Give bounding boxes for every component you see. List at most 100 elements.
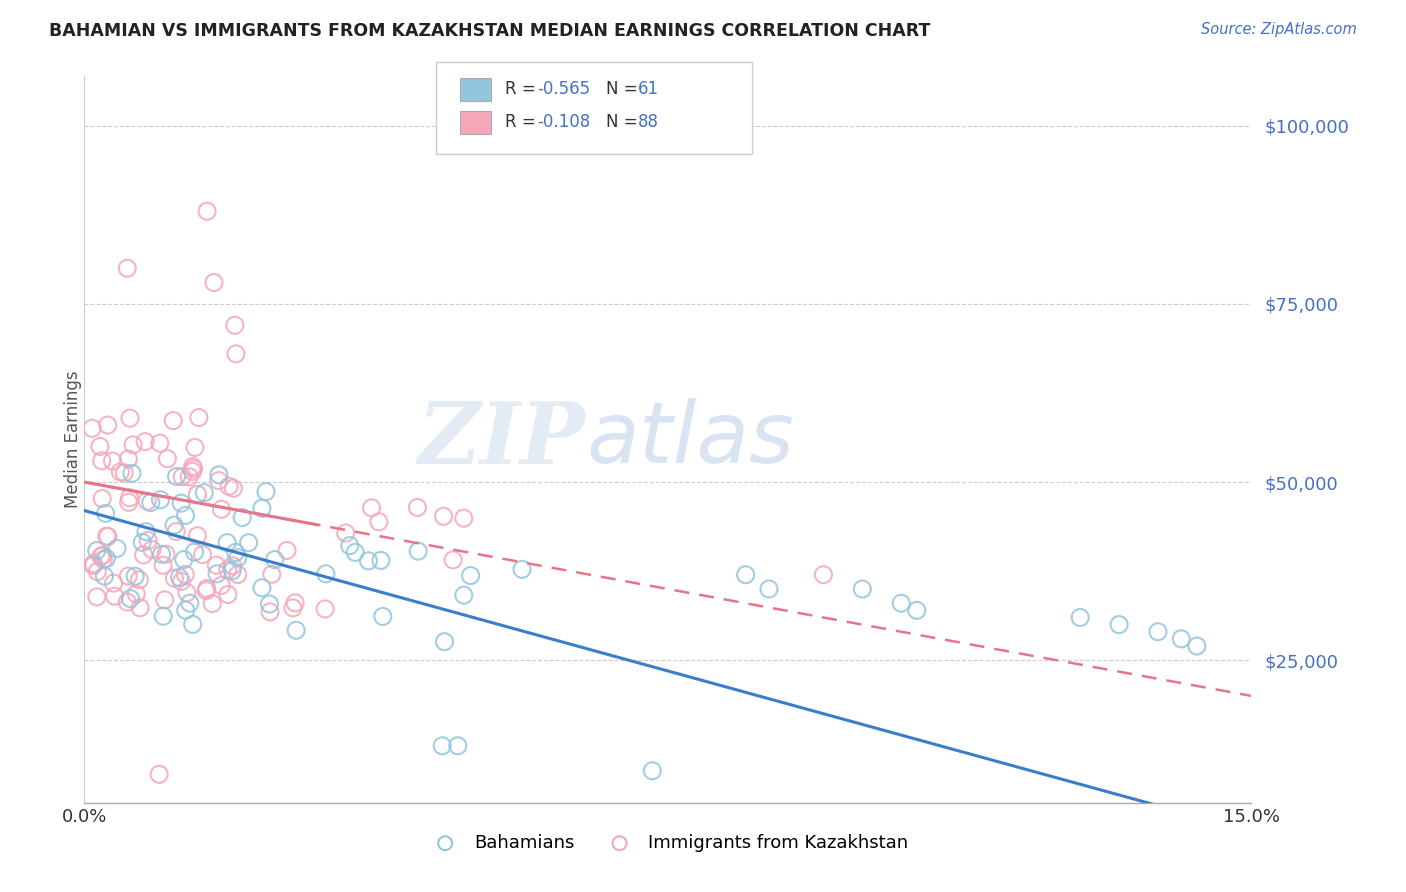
Point xyxy=(91,552,114,566)
Point xyxy=(368,515,391,529)
Point xyxy=(181,464,204,478)
Point xyxy=(339,539,361,553)
Point xyxy=(149,492,172,507)
Text: R =: R = xyxy=(505,113,541,131)
Point xyxy=(195,204,218,219)
Point xyxy=(86,565,108,579)
Point xyxy=(259,605,281,619)
Point xyxy=(172,470,194,484)
Point xyxy=(135,524,157,539)
Point xyxy=(117,261,139,276)
Point xyxy=(276,543,298,558)
Point xyxy=(250,501,273,516)
Point xyxy=(344,545,367,559)
Point xyxy=(82,421,104,435)
Point xyxy=(149,436,172,450)
Point xyxy=(156,451,179,466)
Point xyxy=(195,583,218,598)
Point xyxy=(91,491,114,506)
Point xyxy=(129,600,152,615)
Point xyxy=(148,767,170,781)
Point xyxy=(101,454,124,468)
Point xyxy=(94,507,117,521)
Point xyxy=(281,600,304,615)
Point xyxy=(152,609,174,624)
Point xyxy=(139,495,162,509)
Point xyxy=(1108,617,1130,632)
Point xyxy=(152,558,174,573)
Point xyxy=(122,438,145,452)
Point xyxy=(103,576,125,591)
Point xyxy=(432,509,454,524)
Point xyxy=(335,526,357,541)
Point xyxy=(510,562,533,576)
Point xyxy=(195,582,218,596)
Point xyxy=(225,347,247,361)
Point xyxy=(224,318,246,333)
Point xyxy=(90,454,112,468)
Point xyxy=(128,573,150,587)
Point xyxy=(117,595,139,609)
Point xyxy=(90,549,112,564)
Point xyxy=(371,609,394,624)
Point xyxy=(162,414,184,428)
Point xyxy=(82,558,104,573)
Point xyxy=(186,529,208,543)
Point xyxy=(357,554,380,568)
Point xyxy=(211,502,233,516)
Point xyxy=(360,500,382,515)
Point xyxy=(91,548,114,562)
Point xyxy=(170,574,193,589)
Point xyxy=(758,582,780,596)
Point xyxy=(905,603,928,617)
Point xyxy=(217,587,239,601)
Point xyxy=(260,567,283,582)
Point xyxy=(179,470,201,484)
Point xyxy=(217,535,239,549)
Point xyxy=(97,418,120,433)
Point xyxy=(141,542,163,557)
Point xyxy=(176,586,198,600)
Point xyxy=(193,485,215,500)
Point xyxy=(217,563,239,577)
Point xyxy=(460,568,482,582)
Point xyxy=(1170,632,1192,646)
Y-axis label: Median Earnings: Median Earnings xyxy=(65,370,82,508)
Point xyxy=(120,591,142,606)
Point xyxy=(186,487,208,501)
Point xyxy=(136,533,159,548)
Point xyxy=(222,481,245,495)
Point xyxy=(205,566,228,581)
Point xyxy=(221,558,243,573)
Point xyxy=(441,553,464,567)
Point xyxy=(259,597,281,611)
Point xyxy=(163,518,186,533)
Point xyxy=(208,467,231,482)
Point xyxy=(155,547,177,561)
Point xyxy=(231,510,253,524)
Point xyxy=(254,484,277,499)
Point xyxy=(174,603,197,617)
Point xyxy=(150,547,173,561)
Point xyxy=(1185,639,1208,653)
Text: -0.108: -0.108 xyxy=(537,113,591,131)
Point xyxy=(173,552,195,566)
Point xyxy=(221,564,243,578)
Point xyxy=(134,434,156,449)
Point xyxy=(1201,817,1223,831)
Point xyxy=(131,535,153,549)
Point xyxy=(218,479,240,493)
Point xyxy=(314,602,336,616)
Point xyxy=(205,558,228,573)
Point xyxy=(174,508,197,523)
Point xyxy=(191,548,214,562)
Point xyxy=(453,588,475,602)
Point xyxy=(103,589,125,603)
Point xyxy=(96,529,118,543)
Point xyxy=(453,511,475,525)
Point xyxy=(433,634,456,648)
Text: BAHAMIAN VS IMMIGRANTS FROM KAZAKHSTAN MEDIAN EARNINGS CORRELATION CHART: BAHAMIAN VS IMMIGRANTS FROM KAZAKHSTAN M… xyxy=(49,22,931,40)
Point xyxy=(890,596,912,610)
Text: R =: R = xyxy=(505,80,541,98)
Point xyxy=(201,597,224,611)
